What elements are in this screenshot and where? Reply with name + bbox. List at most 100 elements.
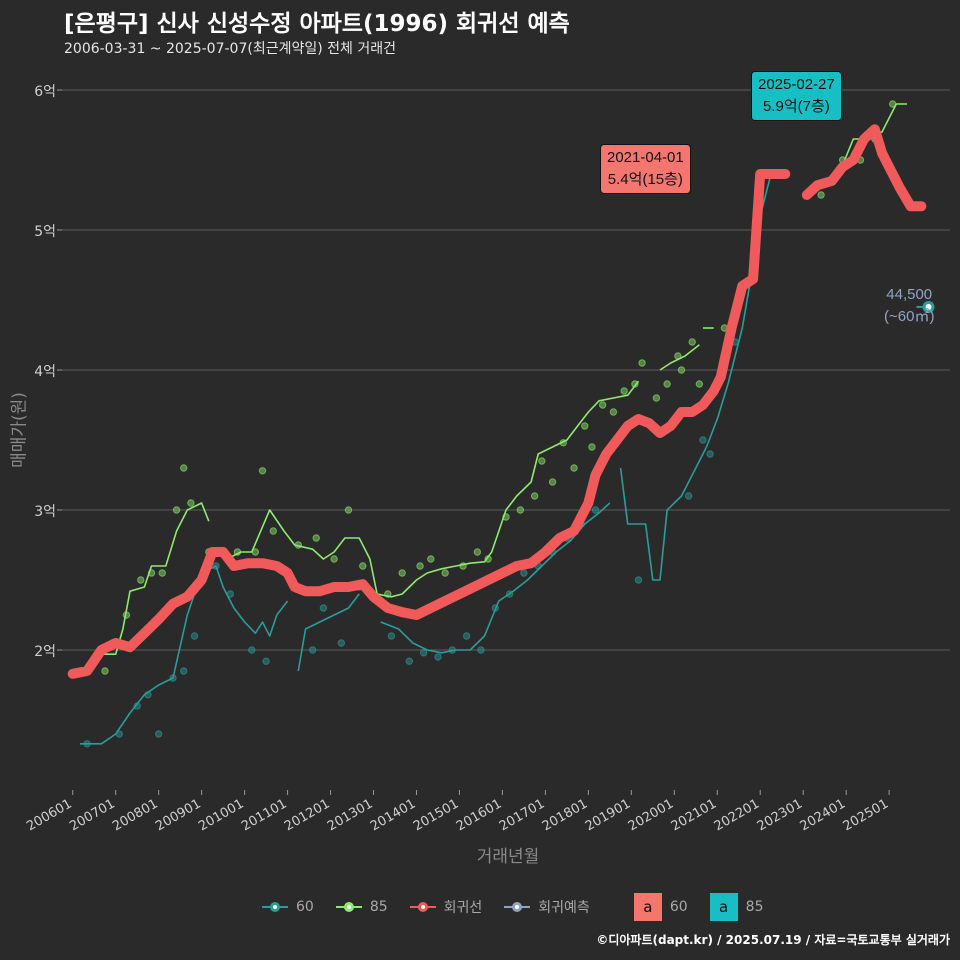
legend-key-60 (262, 902, 288, 912)
x-tick-label: 201301 (325, 796, 375, 834)
data-point-s85 (559, 439, 567, 447)
data-point-s85 (233, 548, 242, 556)
x-tick-label: 202401 (798, 796, 848, 834)
legend-label: 회귀예측 (538, 900, 590, 916)
data-point-s85 (441, 569, 449, 577)
legend-item-forecast: 회귀예측 (504, 897, 590, 917)
x-tick-label: 200601 (24, 796, 74, 834)
legend: 60 85 회귀선 회귀예측 a 60 a 85 (262, 893, 785, 921)
x-tick-label: 202501 (841, 796, 891, 834)
y-tick-label: 4억 (34, 364, 56, 380)
x-axis-ticks: 2006012007012008012009012010012011012012… (24, 790, 891, 834)
regression-segment (801, 124, 927, 212)
data-point-s85 (548, 478, 557, 486)
legend-box-label85: a (709, 893, 738, 921)
x-tick-label: 201201 (282, 796, 332, 834)
forecast-marker (916, 301, 935, 313)
data-point-s60 (699, 436, 707, 444)
legend-item-60: 60 (262, 899, 314, 915)
data-point-s85 (502, 513, 510, 521)
legend-item-regression: 회귀선 (409, 897, 482, 917)
data-point-s85 (330, 555, 338, 563)
x-tick-label: 200701 (67, 796, 117, 834)
data-point-s85 (588, 443, 596, 451)
data-point-s85 (598, 401, 607, 409)
callout-date: 2025-02-27 (758, 76, 835, 93)
data-point-s85 (180, 464, 188, 472)
x-tick-label: 202101 (669, 796, 719, 834)
legend-key-85 (335, 902, 362, 912)
data-point-s85 (294, 541, 303, 549)
data-point-s60 (405, 657, 414, 665)
legend-label: 85 (369, 899, 388, 915)
data-point-s85 (473, 548, 482, 556)
data-point-s85 (663, 380, 671, 388)
data-point-s60 (180, 667, 188, 675)
callout-price: 5.4억(15층) (607, 171, 683, 188)
data-point-s60 (434, 653, 442, 661)
data-point-s60 (684, 492, 693, 500)
chart-subtitle: 2006-03-31 ~ 2025-07-07(최근계약일) 전체 거래건 (64, 41, 396, 57)
data-point-s85 (695, 380, 704, 388)
data-point-s60 (212, 562, 220, 570)
x-tick-label: 201101 (239, 796, 289, 834)
forecast-value: 44,500 (886, 286, 933, 303)
data-point-s60 (190, 632, 199, 640)
legend-item-85: 85 (335, 899, 388, 915)
data-point-s85 (674, 352, 682, 360)
data-point-s85 (172, 506, 181, 514)
data-point-s85 (258, 467, 267, 475)
source-footer: ©디아파트(dapt.kr) / 2025.07.19 / 자료=국토교통부 실… (596, 933, 950, 947)
data-point-s85 (620, 387, 628, 395)
data-point-s85 (631, 380, 639, 388)
data-point-s60 (308, 646, 317, 654)
data-point-s85 (359, 562, 367, 570)
data-point-s60 (115, 730, 123, 738)
legend-label: 85 (745, 899, 764, 915)
data-point-s85 (484, 555, 492, 563)
data-point-s85 (688, 338, 696, 346)
regression-segment (67, 169, 791, 679)
data-point-s85 (638, 359, 646, 367)
legend-key-forecast (504, 902, 531, 912)
data-point-s85 (581, 422, 589, 430)
data-point-s60 (520, 569, 528, 577)
data-point-s60 (133, 702, 141, 710)
data-point-s85 (251, 548, 260, 556)
x-tick-label: 201901 (583, 796, 633, 834)
data-point-s60 (319, 604, 328, 612)
legend-box-label60: a (633, 893, 662, 921)
series-lines (79, 103, 907, 745)
data-point-s60 (387, 632, 396, 640)
data-point-s85 (147, 569, 156, 577)
callout-label-85: 2025-02-27 5.9억(7층) (751, 71, 842, 121)
data-point-s85 (538, 457, 546, 465)
x-tick-label: 202001 (626, 796, 676, 834)
data-point-s85 (416, 562, 424, 570)
data-point-s85 (817, 191, 825, 199)
data-point-s85 (344, 506, 353, 514)
data-point-s85 (158, 569, 166, 577)
data-point-s85 (122, 611, 131, 619)
series-line-60 (297, 593, 360, 672)
data-point-s60 (262, 657, 270, 665)
data-point-s85 (459, 562, 467, 570)
chart-title: [은평구] 신사 신성수정 아파트(1996) 회귀선 예측 (64, 11, 570, 37)
series-line-85 (97, 502, 210, 655)
callout-label-60: 2021-04-01 5.4억(15층) (600, 144, 691, 194)
data-point-s85 (427, 555, 435, 563)
data-point-s60 (83, 740, 91, 748)
y-tick-label: 6억 (34, 84, 56, 100)
y-tick-label: 3억 (34, 504, 56, 520)
data-point-s85 (137, 576, 145, 584)
legend-key-regression (409, 902, 436, 912)
x-tick-label: 200901 (153, 796, 203, 834)
data-point-s60 (706, 450, 714, 458)
data-point-s85 (530, 492, 539, 500)
callout-date: 2021-04-01 (607, 149, 684, 166)
x-tick-label: 202301 (755, 796, 805, 834)
data-point-s60 (462, 632, 471, 640)
data-point-s85 (677, 366, 686, 374)
x-tick-label: 202201 (712, 796, 762, 834)
